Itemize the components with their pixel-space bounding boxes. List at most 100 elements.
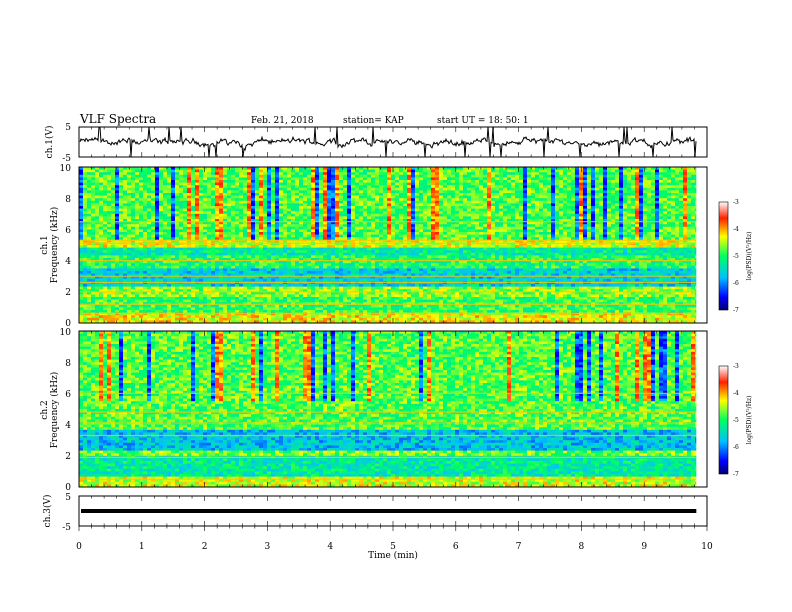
spectrogram-cell [383, 250, 388, 254]
spectrogram-cell [295, 239, 300, 243]
spectrogram-cell [279, 198, 284, 202]
spectrogram-cell [119, 180, 124, 183]
spectrogram-cell [79, 297, 84, 300]
spectrogram-cell [167, 193, 172, 196]
spectrogram-cell [175, 291, 180, 295]
spectrogram-cell [103, 193, 108, 196]
spectrogram-cell [375, 221, 380, 225]
spectrogram-cell [315, 310, 320, 313]
spectrogram-cell [319, 177, 324, 181]
spectrogram-cell [323, 247, 328, 251]
spectrogram-cell [339, 250, 344, 254]
spectrogram-cell [131, 167, 136, 170]
spectrogram-cell [375, 271, 380, 274]
spectrogram-cell [183, 221, 188, 225]
spectrogram-cell [367, 195, 372, 199]
spectrogram-cell [375, 198, 380, 202]
spectrogram-cell [147, 247, 152, 251]
spectrogram-cell [267, 237, 272, 241]
spectrogram-cell [279, 247, 284, 251]
spectrogram-cell [295, 221, 300, 225]
spectrogram-cell [171, 182, 176, 186]
spectrogram-cell [299, 268, 304, 272]
spectrogram-cell [247, 273, 252, 277]
spectrogram-cell [123, 213, 128, 217]
spectrogram-cell [107, 177, 112, 181]
spectrogram-cell [251, 265, 256, 269]
spectrogram-cell [111, 286, 116, 290]
spectrogram-cell [351, 263, 356, 267]
spectrogram-cell [243, 247, 248, 251]
spectrogram-cell [123, 208, 128, 212]
spectrogram-cell [267, 221, 272, 225]
spectrogram-cell [243, 208, 248, 212]
spectrogram-cell [359, 260, 364, 264]
spectrogram-cell [83, 317, 88, 321]
spectrogram-cell [215, 299, 220, 303]
spectrogram-cell [299, 265, 304, 269]
spectrogram-cell [151, 273, 156, 277]
spectrogram-cell [267, 250, 272, 254]
spectrogram-cell [99, 310, 104, 313]
spectrogram-cell [239, 252, 244, 256]
spectrogram-cell [279, 174, 284, 178]
spectrogram-cell [351, 289, 356, 293]
spectrogram-cell [215, 260, 220, 264]
spectrogram-cell [311, 229, 316, 233]
spectrogram-cell [199, 224, 204, 228]
spectrogram-cell [307, 206, 312, 209]
spectrogram-cell [223, 237, 228, 241]
spectrogram-cell [291, 167, 296, 170]
spectrogram-cell [123, 297, 128, 300]
spectrogram-cell [151, 265, 156, 269]
spectrogram-cell [375, 167, 380, 170]
spectrogram-cell [299, 273, 304, 277]
spectrogram-cell [123, 299, 128, 303]
spectrogram-cell [259, 320, 264, 323]
spectrogram-cell [195, 291, 200, 295]
spectrogram-cell [167, 315, 172, 319]
spectrogram-cell [359, 216, 364, 220]
spectrogram-cell [79, 219, 84, 222]
spectrogram-cell [303, 304, 308, 308]
spectrogram-cell [171, 195, 176, 199]
spectrogram-cell [147, 187, 152, 191]
spectrogram-cell [399, 213, 404, 217]
spectrogram-cell [319, 193, 324, 196]
spectrogram-cell [271, 211, 276, 215]
spectrogram-cell [351, 247, 356, 251]
spectrogram-cell [347, 286, 352, 290]
spectrogram-cell [211, 307, 216, 311]
spectrogram-cell [375, 232, 380, 235]
spectrogram-cell [323, 310, 328, 313]
spectrogram-cell [187, 260, 192, 264]
spectrogram-cell [183, 263, 188, 267]
spectrogram-cell [139, 258, 144, 261]
spectrogram-cell [271, 245, 276, 248]
spectrogram-cell [171, 252, 176, 256]
spectrogram-cell [211, 265, 216, 269]
spectrogram-cell [339, 208, 344, 212]
spectrogram-cell [371, 211, 376, 215]
spectrogram-cell [83, 289, 88, 293]
spectrogram-cell [347, 167, 352, 170]
spectrogram-cell [263, 190, 268, 194]
spectrogram-cell [227, 304, 232, 308]
spectrogram-cell [267, 247, 272, 251]
spectrogram-cell [307, 263, 312, 267]
spectrogram-cell [311, 315, 316, 319]
spectrogram-cell [379, 185, 384, 189]
spectrogram-cell [203, 182, 208, 186]
spectrogram-cell [323, 299, 328, 303]
spectrogram-cell [251, 276, 256, 280]
spectrogram-cell [79, 172, 84, 176]
spectrogram-cell [139, 304, 144, 308]
spectrogram-cell [199, 245, 204, 248]
spectrogram-cell [243, 263, 248, 267]
spectrogram-cell [351, 273, 356, 277]
spectrogram-cell [183, 200, 188, 204]
spectrogram-cell [311, 297, 316, 300]
spectrogram-cell [231, 278, 236, 282]
spectrogram-cell [399, 297, 404, 300]
spectrogram-cell [99, 315, 104, 319]
